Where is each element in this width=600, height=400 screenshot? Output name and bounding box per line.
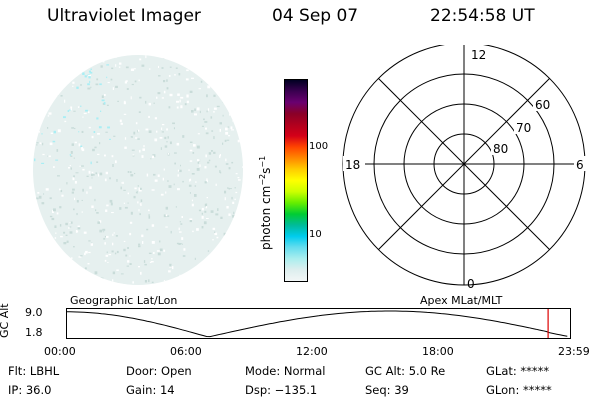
gc-alt-info: GC Alt: 5.0 Re bbox=[365, 364, 446, 378]
lat-label-60: 60 bbox=[535, 98, 550, 112]
timeline-frame bbox=[66, 308, 571, 339]
lat-label-80: 80 bbox=[493, 142, 508, 156]
date-label: 04 Sep 07 bbox=[272, 6, 359, 26]
gain-info: Gain: 14 bbox=[126, 383, 175, 397]
altitude-timeline bbox=[66, 308, 571, 339]
timeline-y-min: 1.8 bbox=[25, 326, 43, 339]
glat-info: GLat: ***** bbox=[486, 364, 550, 378]
timeline-right-title: Apex MLat/MLT bbox=[420, 294, 503, 307]
x-tick-0000: 00:00 bbox=[44, 345, 76, 358]
x-tick-1800: 18:00 bbox=[422, 345, 454, 358]
colorbar-tick-10: 10 bbox=[309, 229, 322, 240]
mlt-label-12: 12 bbox=[471, 48, 486, 62]
instrument-title: Ultraviolet Imager bbox=[47, 6, 201, 26]
filter-info: Flt: LBHL bbox=[8, 364, 60, 378]
glon-info: GLon: ***** bbox=[486, 383, 552, 397]
timeline-y-max: 9.0 bbox=[25, 306, 43, 319]
colorbar bbox=[284, 79, 308, 282]
door-info: Door: Open bbox=[126, 364, 192, 378]
dsp-info: Dsp: −135.1 bbox=[245, 383, 318, 397]
uv-image-disk bbox=[33, 55, 243, 285]
mode-info: Mode: Normal bbox=[245, 364, 326, 378]
timeline-y-axis-label: GC Alt bbox=[0, 303, 11, 338]
x-tick-0600: 06:00 bbox=[170, 345, 202, 358]
lat-label-70: 70 bbox=[516, 121, 531, 135]
colorbar-unit-label: photon cm−2s−1 bbox=[258, 155, 273, 250]
mlt-label-6: 6 bbox=[576, 158, 584, 172]
colorbar-tick-100: 100 bbox=[309, 141, 329, 152]
polar-plot: 12 18 6 0 60 70 80 bbox=[342, 45, 586, 290]
polar-diagonal-2 bbox=[378, 78, 550, 250]
timeline-left-title: Geographic Lat/Lon bbox=[70, 294, 178, 307]
seq-info: Seq: 39 bbox=[365, 383, 409, 397]
mlt-label-0: 0 bbox=[467, 277, 475, 290]
time-label: 22:54:58 UT bbox=[430, 6, 535, 26]
mlt-label-18: 18 bbox=[345, 158, 360, 172]
altitude-curve bbox=[66, 310, 568, 338]
x-tick-2359: 23:59 bbox=[558, 345, 590, 358]
ip-info: IP: 36.0 bbox=[8, 383, 52, 397]
x-tick-1200: 12:00 bbox=[296, 345, 328, 358]
